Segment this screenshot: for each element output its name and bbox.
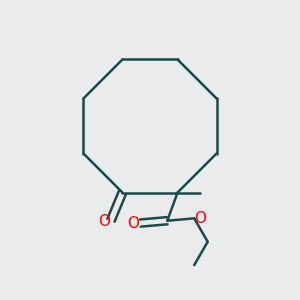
Text: O: O (98, 214, 110, 229)
Text: O: O (128, 217, 140, 232)
Text: O: O (194, 211, 206, 226)
